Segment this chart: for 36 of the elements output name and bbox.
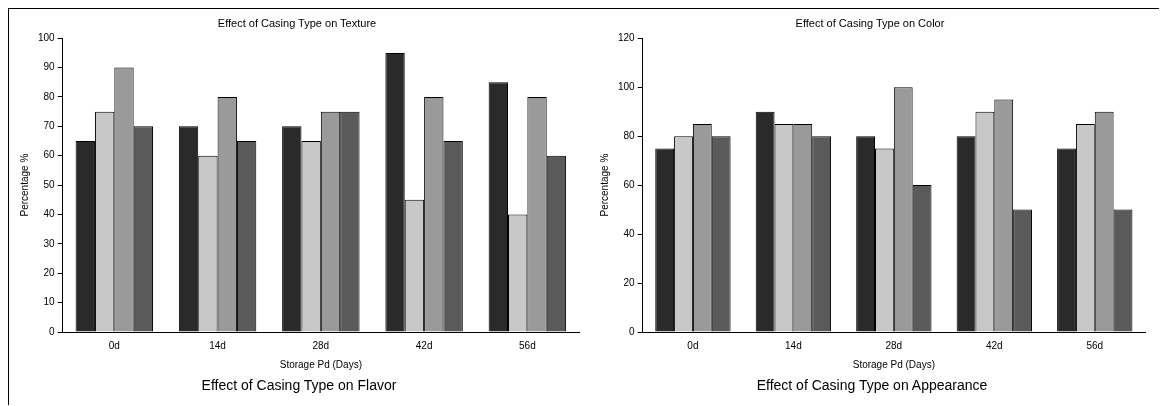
x-axis-title: Storage Pd (Days) bbox=[852, 358, 935, 370]
y-tick-label: 120 bbox=[618, 31, 636, 43]
x-tick-label: 42d bbox=[985, 339, 1003, 351]
y-tick-label: 90 bbox=[43, 61, 56, 73]
x-tick-label: 14d bbox=[785, 339, 802, 351]
y-tick-label: 80 bbox=[43, 90, 56, 102]
x-tick-label: 0d bbox=[687, 339, 699, 351]
x-axis-title: Storage Pd (Days) bbox=[279, 358, 362, 370]
y-tick-label: 10 bbox=[43, 296, 56, 308]
text: Effect of Casing Type on Appearance bbox=[755, 377, 989, 393]
y-tick-label: 30 bbox=[43, 237, 56, 249]
x-tick-label: 28d bbox=[312, 339, 330, 351]
x-tick-label: 28d bbox=[885, 339, 903, 351]
y-tick-label: 20 bbox=[43, 266, 56, 278]
x-tick-label: 42d bbox=[415, 339, 433, 351]
y-tick-label: 60 bbox=[623, 178, 636, 190]
y-tick-label: 40 bbox=[43, 208, 56, 220]
y-tick-label: 40 bbox=[623, 227, 636, 239]
y-tick-label: 100 bbox=[38, 31, 56, 43]
y-tick-label: 100 bbox=[618, 80, 636, 92]
y-tick-label: 70 bbox=[43, 120, 56, 132]
y-tick-label: 80 bbox=[623, 129, 636, 141]
x-tick-label: 0d bbox=[108, 339, 120, 351]
y-tick-label: 50 bbox=[43, 178, 56, 190]
y-tick-label: 0 bbox=[629, 325, 636, 337]
text: Effect of Casing Type on Flavor bbox=[200, 377, 398, 393]
y-axis-title: Percentage % bbox=[18, 153, 30, 217]
y-axis-title: Percentage % bbox=[598, 153, 610, 217]
y-tick-label: 20 bbox=[623, 276, 636, 288]
x-tick-label: 56d bbox=[1086, 339, 1104, 351]
y-tick-label: 60 bbox=[43, 149, 56, 161]
x-tick-label: 56d bbox=[519, 339, 536, 351]
chart-title: Effect of Casing Type on Texture bbox=[217, 16, 377, 29]
chart-title: Effect of Casing Type on Color bbox=[795, 16, 945, 29]
x-tick-label: 14d bbox=[209, 339, 226, 351]
y-tick-label: 0 bbox=[49, 325, 56, 337]
